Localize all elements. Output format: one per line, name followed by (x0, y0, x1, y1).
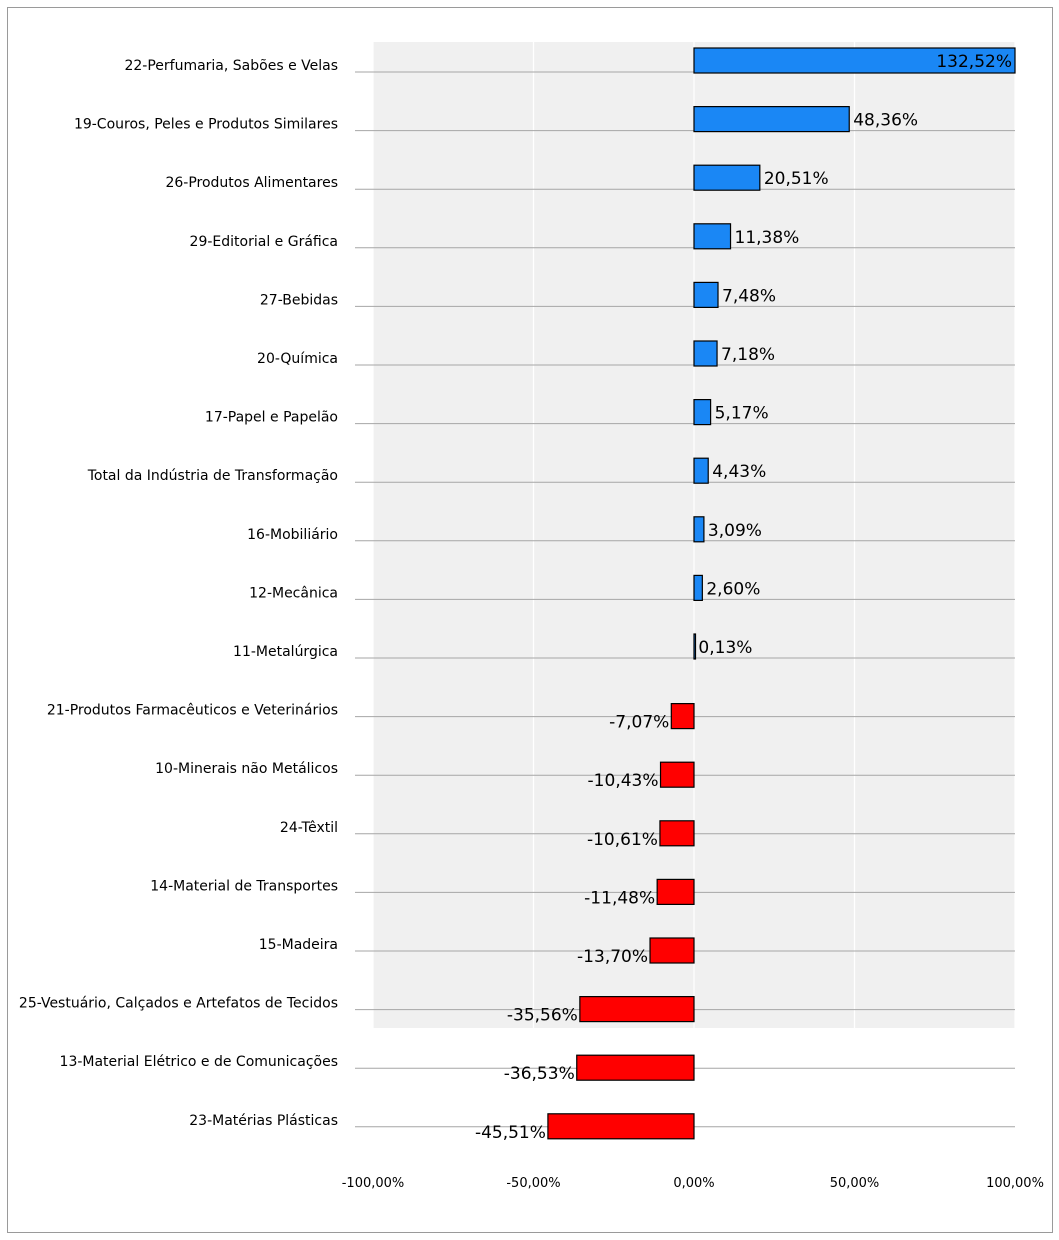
bar (693, 340, 718, 367)
category-label: 13-Material Elétrico e de Comunicações (60, 1054, 338, 1070)
data-label: -11,48% (584, 888, 655, 908)
category-label: 21-Produtos Farmacêuticos e Veterinários (47, 703, 338, 719)
bar (547, 1113, 695, 1140)
data-label: 5,17% (715, 404, 769, 424)
bar (693, 164, 761, 191)
bar (693, 105, 850, 133)
data-label: -10,61% (587, 830, 658, 850)
bar (659, 761, 695, 788)
category-label: 25-Vestuário, Calçados e Artefatos de Te… (19, 996, 338, 1012)
category-label: 29-Editorial e Gráfica (190, 234, 338, 250)
bar (693, 281, 719, 308)
data-label: 48,36% (853, 111, 918, 131)
data-label: 132,52% (936, 52, 1012, 72)
category-label: 15-Madeira (259, 937, 338, 953)
category-label: 19-Couros, Peles e Produtos Similares (74, 117, 338, 133)
data-label: 0,13% (698, 638, 752, 658)
bar (659, 820, 695, 847)
data-label: -36,53% (504, 1064, 575, 1084)
category-label: 17-Papel e Papelão (205, 410, 338, 426)
bar (693, 574, 703, 602)
bar (579, 995, 695, 1023)
category-label: 24-Têxtil (280, 820, 338, 836)
x-tick-label: -50,00% (506, 1176, 560, 1191)
bar (693, 399, 712, 426)
data-label: -7,07% (609, 713, 669, 733)
data-label: -35,56% (507, 1006, 578, 1026)
category-label: 11-Metalúrgica (233, 644, 338, 660)
data-label: 2,60% (706, 579, 760, 599)
bar (670, 702, 695, 730)
bar (693, 223, 732, 250)
data-label: 7,18% (721, 345, 775, 365)
data-label: 11,38% (735, 228, 800, 248)
bar (693, 516, 705, 543)
x-tick-label: -100,00% (342, 1176, 405, 1191)
category-label: 10-Minerais não Metálicos (155, 761, 338, 777)
bar (693, 633, 697, 660)
bar (693, 457, 709, 484)
category-label: 12-Mecânica (249, 585, 338, 601)
data-label: 20,51% (764, 169, 829, 189)
data-label: 7,48% (722, 286, 776, 306)
x-tick-label: 100,00% (986, 1176, 1044, 1191)
data-label: 3,09% (708, 521, 762, 541)
data-label: -13,70% (577, 947, 648, 967)
x-tick-label: 50,00% (830, 1176, 880, 1191)
bar (693, 47, 1016, 74)
x-tick-label: 0,00% (673, 1176, 714, 1191)
bar (649, 937, 695, 964)
category-label: 16-Mobiliário (247, 527, 338, 543)
category-label: 23-Matérias Plásticas (189, 1113, 338, 1129)
data-label: 4,43% (712, 462, 766, 482)
category-label: 20-Química (257, 351, 338, 367)
category-label: 22-Perfumaria, Sabões e Velas (124, 58, 338, 74)
category-label: 27-Bebidas (260, 292, 338, 308)
data-label: -10,43% (588, 771, 659, 791)
category-label: 26-Produtos Alimentares (165, 175, 338, 191)
bar (576, 1054, 695, 1081)
category-label: 14-Material de Transportes (150, 878, 338, 894)
bar (656, 878, 695, 906)
category-label: Total da Indústria de Transformação (87, 468, 338, 484)
data-label: -45,51% (475, 1123, 546, 1143)
